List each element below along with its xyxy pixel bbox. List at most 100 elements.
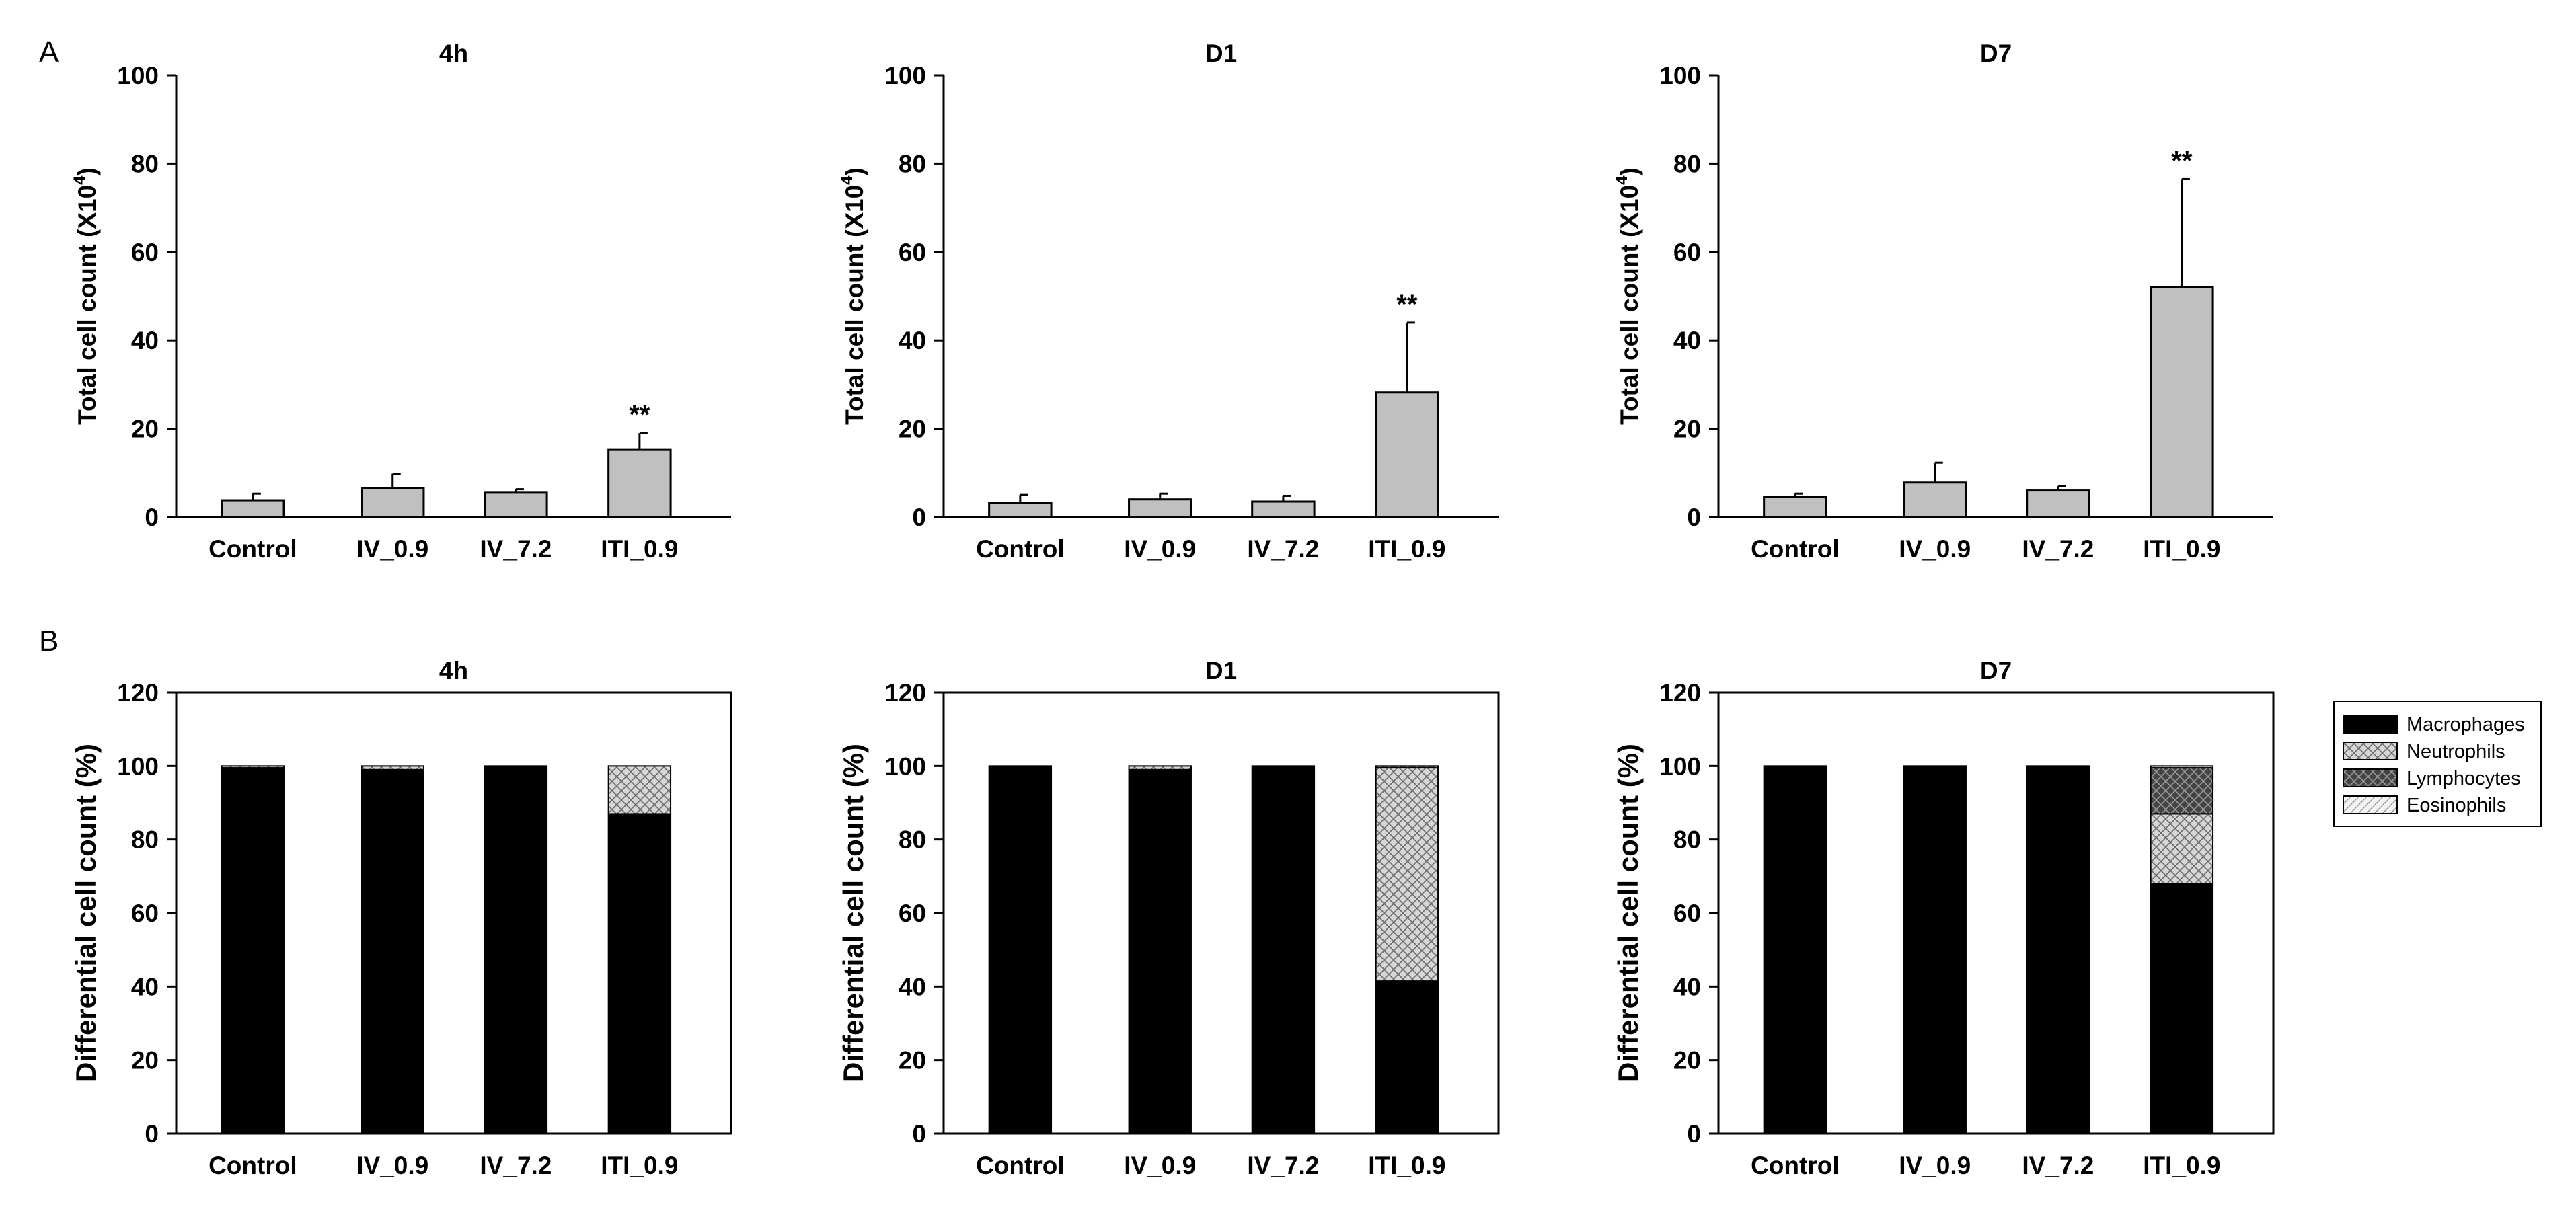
chart-differential-d7: 0 20 40 60 80 100 120 D7 Differential cell count… xyxy=(1612,657,2542,1179)
chart-title: D1 xyxy=(1205,40,1237,67)
y-tick-label: 40 xyxy=(131,973,159,1000)
y-tick-label: 120 xyxy=(117,679,159,707)
chart-total-d7: 0 20 40 60 80 100 D7 Total cell count (X104) Con… xyxy=(1613,40,2273,563)
y-tick-label: 20 xyxy=(1673,1047,1701,1074)
bar xyxy=(2026,489,2090,518)
legend-label: Macrophages xyxy=(2407,714,2525,736)
bar-segment-macrophages xyxy=(2026,765,2090,1135)
y-tick-label: 100 xyxy=(1659,62,1701,89)
chart-title: D7 xyxy=(1980,657,2012,684)
bar-segment-macrophages xyxy=(988,765,1053,1135)
y-tick-label: 0 xyxy=(145,1120,159,1148)
y-axis-label: Differential cell count (%) xyxy=(1612,744,1644,1082)
x-tick-label: Control xyxy=(209,1152,297,1179)
y-tick-label: 80 xyxy=(1673,150,1701,177)
y-tick-label: 60 xyxy=(131,900,159,927)
y-tick-label: 0 xyxy=(1687,504,1701,531)
y-tick-label: 80 xyxy=(899,150,926,177)
y-tick-label: 40 xyxy=(1673,973,1701,1000)
y-tick-label: 20 xyxy=(899,416,926,443)
bar-segment-macrophages xyxy=(1763,765,1827,1135)
bar-segment-neutrophils xyxy=(607,765,672,815)
chart-title: D7 xyxy=(1980,40,2012,67)
x-tick-label: IV_0.9 xyxy=(356,535,428,563)
y-tick-label: 100 xyxy=(1659,752,1701,780)
x-tick-label: ITI_0.9 xyxy=(2143,535,2220,563)
y-axis-label-exponent: 4 xyxy=(838,175,856,185)
x-tick-label: ITI_0.9 xyxy=(2143,1152,2220,1179)
y-axis-label: Differential cell count (%) xyxy=(837,744,869,1082)
legend-swatch-macrophages xyxy=(2343,715,2398,734)
y-tick-label: 100 xyxy=(117,62,159,89)
x-tick-label: ITI_0.9 xyxy=(601,535,678,563)
y-tick-label: 60 xyxy=(1673,239,1701,266)
x-tick-label: Control xyxy=(976,1152,1065,1179)
x-tick-label: IV_0.9 xyxy=(1899,1152,1971,1179)
legend-swatch-eosinophils xyxy=(2343,795,2398,814)
chart-title: D1 xyxy=(1205,657,1237,684)
y-tick-label: 60 xyxy=(131,239,159,266)
bar-segment-macrophages xyxy=(1128,768,1192,1135)
y-axis-label: Differential cell count (%) xyxy=(70,744,102,1082)
y-tick-label: 100 xyxy=(884,62,926,89)
x-tick-label: IV_7.2 xyxy=(1247,535,1319,563)
bar-segment-macrophages xyxy=(361,768,424,1135)
bar-segment-macrophages xyxy=(1903,765,1967,1135)
x-tick-label: Control xyxy=(1751,1152,1840,1179)
bar xyxy=(1763,496,1827,518)
x-tick-label: IV_0.9 xyxy=(1124,1152,1196,1179)
bar-segment-neutrophils xyxy=(1128,765,1192,770)
x-tick-label: IV_0.9 xyxy=(1899,535,1971,563)
bar-segment-macrophages xyxy=(607,813,672,1135)
bar xyxy=(361,487,425,518)
x-tick-label: IV_7.2 xyxy=(480,535,552,563)
y-tick-label: 20 xyxy=(899,1047,926,1074)
bar-segment-eosinophils xyxy=(2150,765,2214,769)
y-tick-label: 0 xyxy=(145,504,159,531)
x-tick-label: ITI_0.9 xyxy=(1368,535,1445,563)
legend-swatch-lymphocytes xyxy=(2343,768,2398,787)
bar xyxy=(1128,498,1192,518)
y-tick-label: 80 xyxy=(1673,826,1701,854)
y-axis-label-main: Total cell count (X10 xyxy=(1616,185,1643,425)
x-tick-label: Control xyxy=(1751,535,1840,563)
bar xyxy=(1375,391,1439,518)
chart-total-4h: 0 20 40 60 80 100 4h Total cell count (X104) Con… xyxy=(71,40,731,563)
y-axis-label-exponent: 4 xyxy=(1613,175,1631,185)
bar-segment-neutrophils xyxy=(361,765,424,770)
y-tick-label: 40 xyxy=(1673,327,1701,354)
x-tick-label: IV_0.9 xyxy=(356,1152,428,1179)
legend-label: Eosinophils xyxy=(2407,795,2506,816)
panel-b-label: B xyxy=(39,625,59,658)
bar-segment-neutrophils xyxy=(221,765,285,769)
y-tick-label: 0 xyxy=(912,504,926,531)
y-axis-label: Total cell count (X104) xyxy=(1613,167,1643,425)
y-tick-label: 0 xyxy=(1687,1120,1701,1148)
y-tick-label: 40 xyxy=(899,327,926,354)
y-tick-label: 60 xyxy=(899,239,926,266)
y-tick-label: 100 xyxy=(117,752,159,780)
y-tick-label: 120 xyxy=(884,679,926,707)
legend-label: Neutrophils xyxy=(2407,741,2505,762)
legend-label: Lymphocytes xyxy=(2407,768,2521,789)
y-tick-label: 20 xyxy=(1673,416,1701,443)
x-tick-label: ITI_0.9 xyxy=(1368,1152,1445,1179)
bar-segment-neutrophils xyxy=(1375,767,1439,982)
y-tick-label: 80 xyxy=(899,826,926,854)
y-tick-label: 60 xyxy=(1673,900,1701,927)
y-tick-label: 0 xyxy=(912,1120,926,1148)
y-axis-label: Total cell count (X104) xyxy=(838,167,868,425)
y-axis-label: Total cell count (X104) xyxy=(71,167,101,425)
bar xyxy=(1903,481,1967,518)
chart-differential-d1: 0 20 40 60 80 100 120 D1 Differential cell count… xyxy=(837,657,1500,1179)
bar xyxy=(607,448,672,518)
bar-segment-macrophages xyxy=(2150,883,2214,1135)
x-tick-label: IV_7.2 xyxy=(1247,1152,1319,1179)
y-tick-label: 80 xyxy=(131,150,159,177)
bar xyxy=(221,499,285,518)
y-tick-label: 40 xyxy=(131,327,159,354)
bar xyxy=(988,502,1053,518)
y-axis-label-exponent: 4 xyxy=(71,175,89,185)
y-axis-label-close: ) xyxy=(1616,167,1643,175)
